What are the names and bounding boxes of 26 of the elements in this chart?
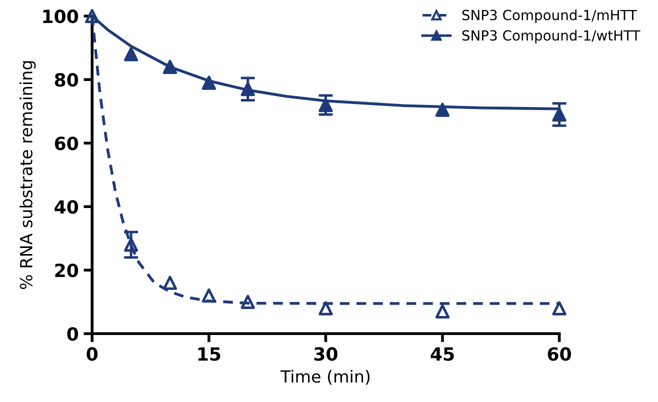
point	[124, 238, 138, 252]
point	[318, 301, 333, 316]
point	[240, 294, 255, 309]
point	[124, 47, 138, 62]
y-tick-label: 40	[54, 200, 78, 214]
point	[318, 98, 333, 112]
y-tick-label: 0	[67, 327, 78, 341]
x-tick-label: 0	[86, 347, 98, 361]
legend-label: SNP3 Compound-1/mHTT	[462, 10, 637, 23]
y-tick-label: 20	[55, 264, 78, 278]
x-tick-label: 60	[548, 347, 571, 361]
y-tick-label: 80	[54, 73, 78, 87]
point	[435, 304, 450, 318]
y-tick-label: 60	[54, 136, 78, 150]
x-tick-label: 45	[430, 347, 454, 361]
x-axis-title: Time (min)	[280, 370, 370, 385]
x-tick-label: 15	[198, 347, 220, 361]
y-axis-title: % RNA substrate remaining	[20, 61, 36, 290]
x-tick-label: 30	[314, 347, 338, 361]
point	[435, 102, 450, 117]
point	[552, 107, 566, 122]
point	[552, 301, 566, 316]
legend-label: SNP3 Compound-1/wtHTT	[462, 30, 640, 44]
y-tick-label: 100	[43, 10, 78, 24]
point	[162, 276, 178, 290]
point	[202, 288, 216, 303]
